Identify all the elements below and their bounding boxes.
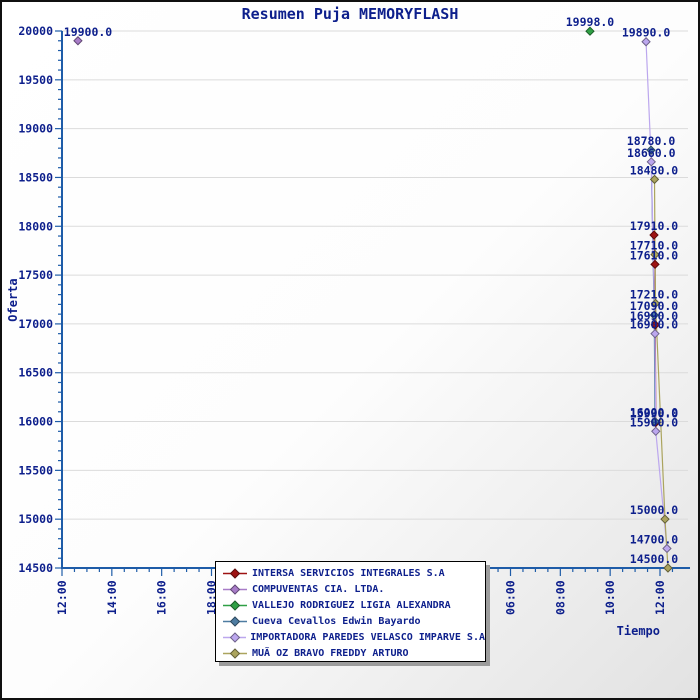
legend-label: Cueva Cevallos Edwin Bayardo <box>252 616 421 628</box>
point-label: 17910.0 <box>630 219 679 233</box>
y-tick-label: 16500 <box>18 366 53 380</box>
legend-item: INTERSA SERVICIOS INTEGRALES S.A <box>222 566 485 582</box>
legend-series-marker-icon <box>223 568 247 580</box>
legend-item: MUÃ OZ BRAVO FREDDY ARTURO <box>222 645 485 661</box>
point-label: 17710.0 <box>630 239 679 253</box>
point-label: 18480.0 <box>630 163 679 177</box>
point-label: 14500.0 <box>630 552 679 566</box>
data-point <box>650 320 660 330</box>
data-point <box>650 249 660 260</box>
point-label: 16900.0 <box>630 318 679 332</box>
y-tick-label: 19500 <box>18 73 53 87</box>
point-label: 19900.0 <box>64 25 113 39</box>
data-point <box>73 36 83 46</box>
point-label: 15000.0 <box>630 503 679 517</box>
legend-label: MUÃ OZ BRAVO FREDDY ARTURO <box>252 647 409 659</box>
point-label: 17210.0 <box>630 287 679 301</box>
point-label: 15900.0 <box>630 415 679 429</box>
y-tick-label: 20000 <box>18 24 53 38</box>
y-tick-label: 18500 <box>18 170 53 184</box>
y-tick-label: 15000 <box>18 512 53 526</box>
legend-item: VALLEJO RODRIGUEZ LIGIA ALEXANDRA <box>222 598 485 614</box>
x-tick-label: 12:00 <box>653 580 667 615</box>
y-tick-label: 17000 <box>18 317 53 331</box>
data-point <box>646 145 656 155</box>
x-tick-label: 16:00 <box>155 580 169 615</box>
data-point <box>650 259 660 270</box>
data-point <box>650 416 660 427</box>
chart-title: Resumen Puja MEMORYFLASH <box>241 5 459 23</box>
point-label: 18780.0 <box>627 134 676 148</box>
legend-series-marker-icon <box>223 600 247 611</box>
data-point <box>649 310 659 320</box>
point-label: 17090.0 <box>630 299 679 313</box>
data-point <box>662 543 672 554</box>
legend-label: IMPORTADORA PAREDES VELASCO IMPARVE S.A <box>250 632 485 643</box>
x-tick-label: 14:00 <box>105 580 119 615</box>
x-tick-label: 10:00 <box>603 580 617 615</box>
x-tick-label: 06:00 <box>504 580 518 615</box>
y-tick-label: 15500 <box>18 463 53 477</box>
x-axis-title: Tiempo <box>616 624 660 638</box>
y-tick-label: 18000 <box>18 219 53 233</box>
legend-item: IMPORTADORA PAREDES VELASCO IMPARVE S.A <box>222 630 485 646</box>
point-label: 19998.0 <box>566 15 615 29</box>
x-tick-label: 12:00 <box>55 580 69 615</box>
data-point <box>649 230 659 240</box>
point-label: 19890.0 <box>622 26 671 40</box>
legend-label: INTERSA SERVICIOS INTEGRALES S.A <box>252 568 445 580</box>
legend-label: COMPUVENTAS CIA. LTDA. <box>252 584 385 596</box>
point-label: 15990.0 <box>630 407 679 421</box>
data-point <box>641 37 651 47</box>
data-point <box>660 514 670 524</box>
legend: INTERSA SERVICIOS INTEGRALES S.A COMPUVEN… <box>215 561 486 662</box>
legend-series-marker-icon <box>223 584 247 596</box>
data-point <box>651 426 661 437</box>
point-label: 17610.0 <box>630 248 679 262</box>
legend-series-marker-icon <box>223 632 247 643</box>
y-tick-label: 14500 <box>18 561 53 575</box>
legend-item: Cueva Cevallos Edwin Bayardo <box>222 614 485 630</box>
data-point <box>585 26 595 36</box>
legend-series-marker-icon <box>223 616 247 627</box>
data-point <box>646 157 656 167</box>
x-tick-label: 08:00 <box>553 580 567 615</box>
data-point <box>650 298 661 309</box>
y-tick-label: 19000 <box>18 122 53 136</box>
point-label: 16990.0 <box>630 309 679 323</box>
y-tick-label: 16000 <box>18 415 53 429</box>
y-axis-title: Oferta <box>6 278 20 322</box>
legend-label: VALLEJO RODRIGUEZ LIGIA ALEXANDRA <box>252 600 451 612</box>
point-label: 16000.0 <box>630 406 679 420</box>
point-label: 18660.0 <box>627 146 676 160</box>
y-tick-label: 17500 <box>18 268 53 282</box>
legend-series-marker-icon <box>223 648 247 659</box>
legend-item: COMPUVENTAS CIA. LTDA. <box>222 582 485 598</box>
data-point <box>663 563 673 573</box>
data-point <box>649 174 660 185</box>
point-label: 14700.0 <box>630 532 679 546</box>
data-point <box>650 328 660 339</box>
